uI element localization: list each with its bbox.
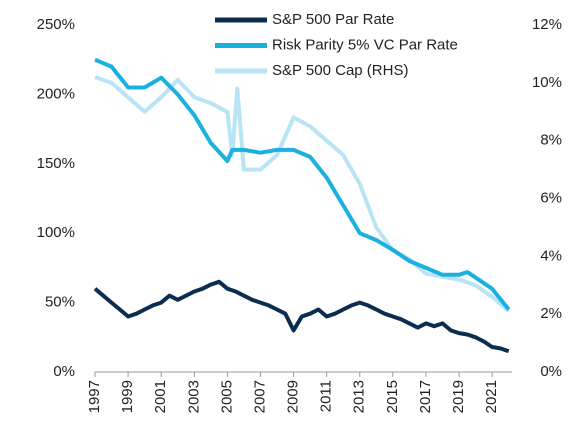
y2-tick-label: 4% bbox=[540, 247, 562, 264]
x-tick-label: 2017 bbox=[417, 380, 434, 413]
x-tick-label: 2021 bbox=[483, 380, 500, 413]
x-tick-label: 2001 bbox=[152, 380, 169, 413]
x-tick-label: 2009 bbox=[285, 380, 302, 413]
x-tick-label: 2011 bbox=[318, 380, 335, 412]
x-tick-label: 1999 bbox=[119, 380, 136, 413]
legend-label: S&P 500 Cap (RHS) bbox=[272, 62, 408, 79]
y-tick-label: 50% bbox=[45, 294, 75, 311]
legend-label: Risk Parity 5% VC Par Rate bbox=[272, 36, 458, 53]
y-tick-label: 150% bbox=[37, 155, 75, 172]
x-tick-label: 2003 bbox=[185, 380, 202, 413]
y2-tick-label: 12% bbox=[532, 16, 562, 33]
series-line bbox=[94, 57, 511, 311]
y-tick-label: 100% bbox=[37, 224, 75, 241]
legend-label: S&P 500 Par Rate bbox=[272, 11, 394, 28]
y2-tick-label: 6% bbox=[540, 189, 562, 206]
x-tick-label: 1997 bbox=[86, 380, 103, 413]
series-line bbox=[93, 279, 510, 354]
x-tick-label: 2005 bbox=[218, 380, 235, 413]
x-tick-label: 2013 bbox=[351, 380, 368, 413]
y-tick-label: 200% bbox=[37, 85, 75, 102]
y-tick-label: 250% bbox=[37, 16, 75, 33]
y-tick-label: 0% bbox=[53, 363, 75, 380]
x-tick-label: 2019 bbox=[450, 380, 467, 413]
y2-tick-label: 0% bbox=[540, 363, 562, 380]
x-tick-label: 2015 bbox=[384, 380, 401, 413]
x-tick-label: 2007 bbox=[251, 380, 268, 413]
y2-tick-label: 2% bbox=[540, 305, 562, 322]
y2-tick-label: 10% bbox=[532, 74, 562, 91]
y2-tick-label: 8% bbox=[540, 132, 562, 149]
